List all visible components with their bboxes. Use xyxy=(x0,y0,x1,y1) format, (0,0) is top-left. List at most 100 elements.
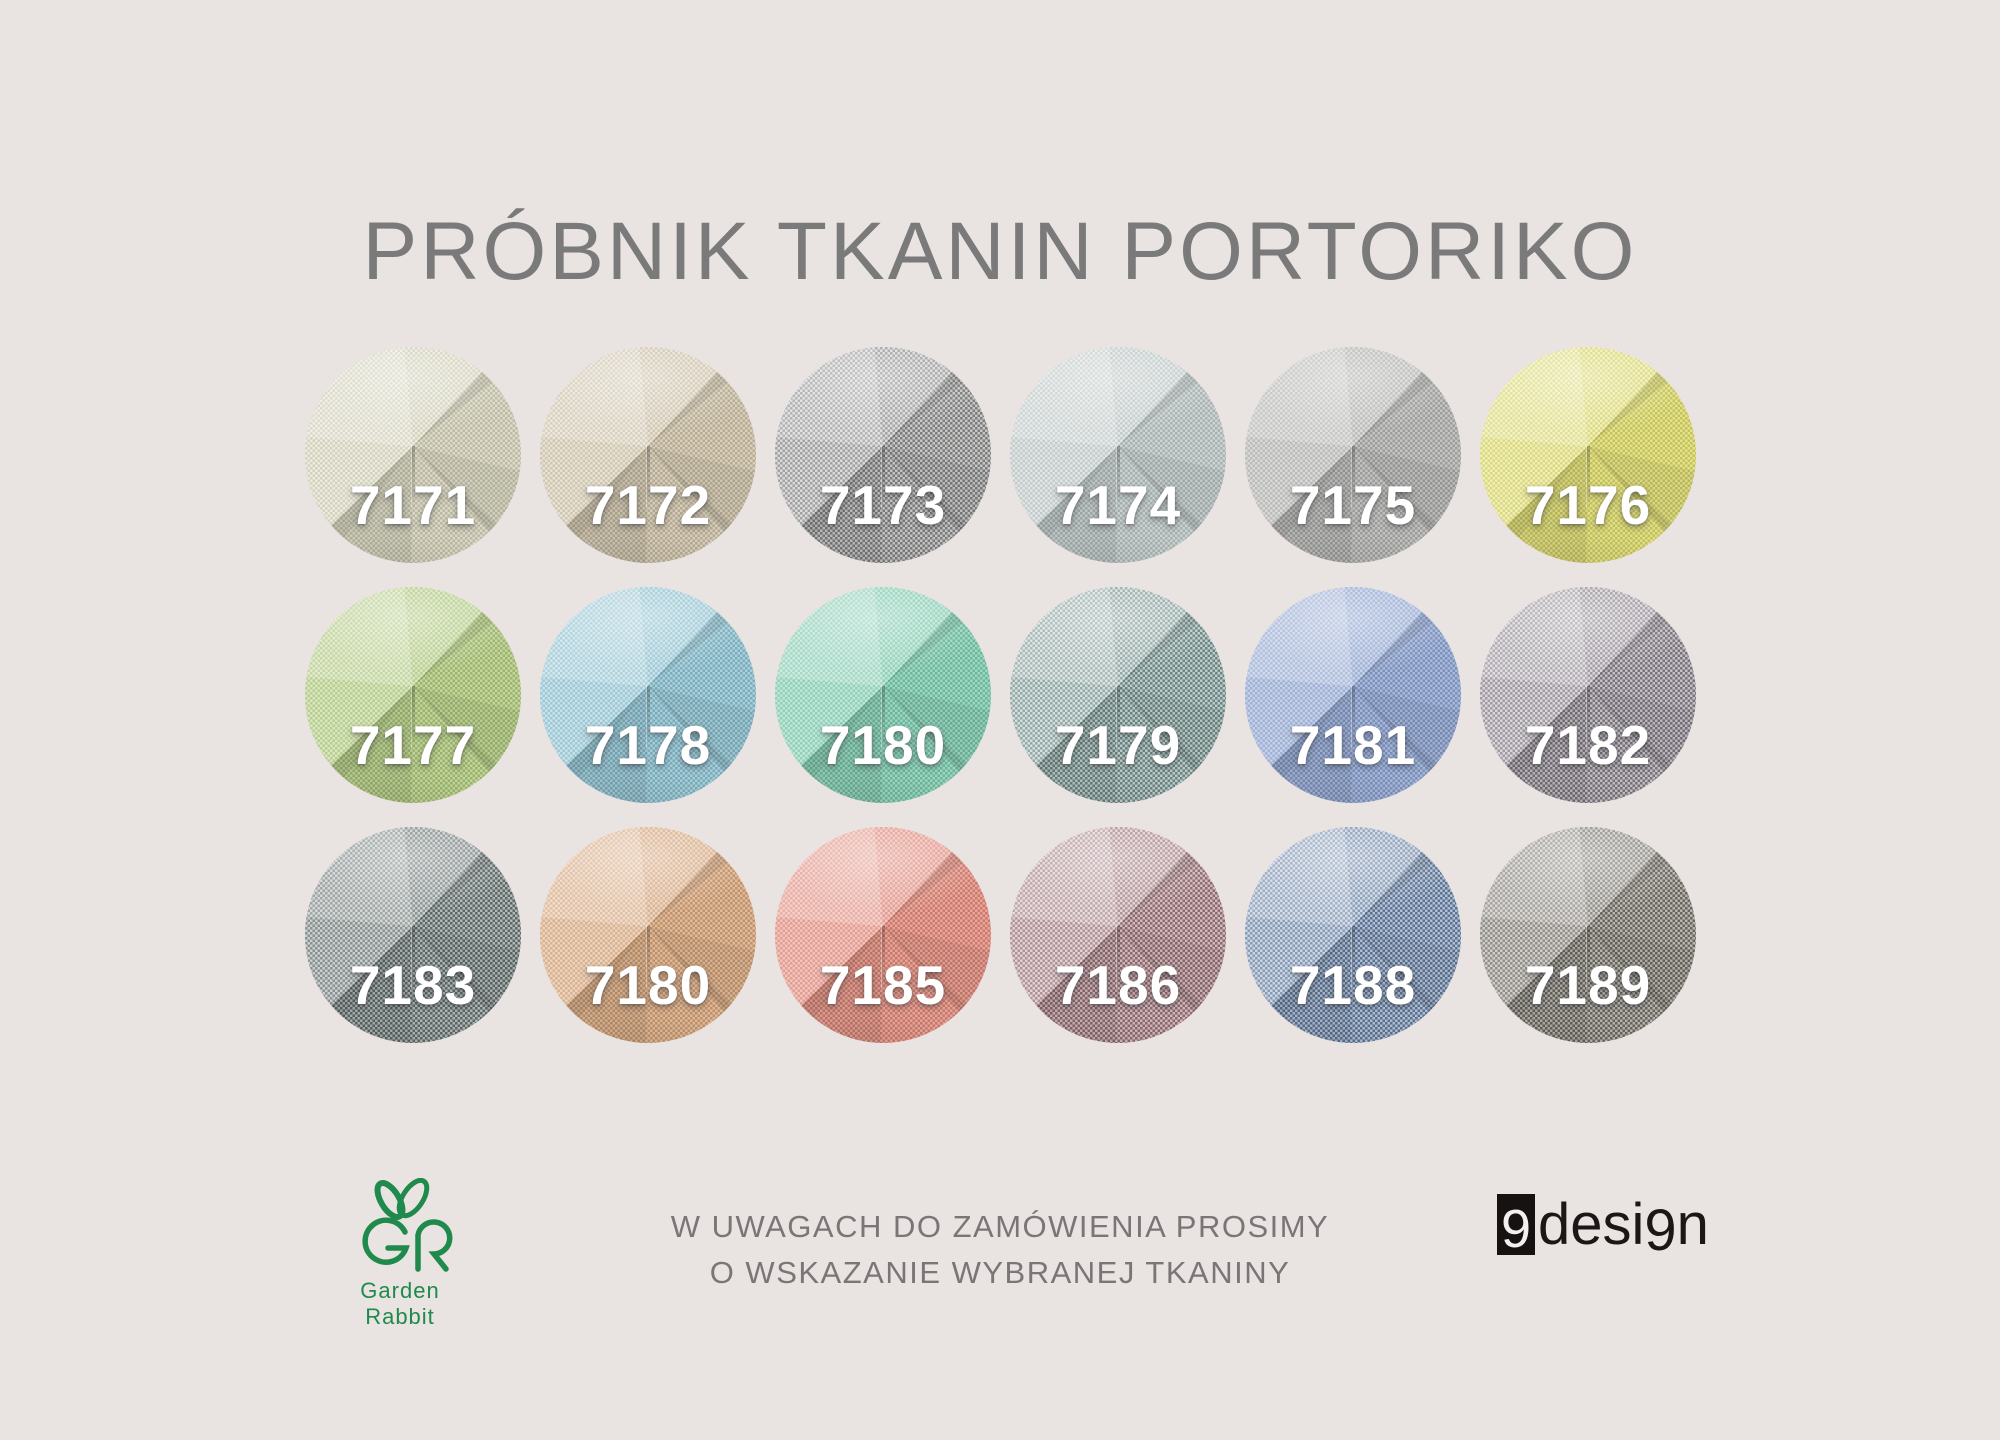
cushion-corner-shading xyxy=(1245,827,1461,1043)
fabric-swatch-7176: 7176 xyxy=(1480,347,1696,563)
swatch-grid: 7171 7172 7173 7174 7175 7176 7177 7178 xyxy=(305,347,1696,1043)
fabric-swatch-7172: 7172 xyxy=(540,347,756,563)
cushion-seam xyxy=(647,446,650,509)
fabric-weave-texture xyxy=(1480,827,1696,1043)
fabric-swatch-7174: 7174 xyxy=(1010,347,1226,563)
fabric-weave-texture xyxy=(305,587,521,803)
fabric-code-label: 7171 xyxy=(349,474,477,536)
fabric-weave-texture xyxy=(1010,347,1226,563)
garden-rabbit-monogram-icon xyxy=(362,1178,453,1272)
page-title: PRÓBNIK TKANIN PORTORIKO xyxy=(362,205,1638,297)
cushion-seam xyxy=(1352,686,1355,749)
ninedesign-logo-text: desi 9 n xyxy=(1538,1192,1709,1263)
cushion-corner-shading xyxy=(540,587,756,803)
cushion-seam xyxy=(647,686,650,749)
fabric-weave-texture xyxy=(540,827,756,1043)
cushion-seam xyxy=(1587,926,1590,989)
fabric-swatch-7183: 7183 xyxy=(305,827,521,1043)
fabric-code-label: 7188 xyxy=(1289,954,1417,1016)
ninedesign-box-digit: 9 xyxy=(1500,1199,1532,1260)
fabric-swatch-7173: 7173 xyxy=(775,347,991,563)
ninedesign-logo-box: 9 xyxy=(1497,1194,1535,1260)
ninedesign-stylized-g: 9 xyxy=(1644,1198,1677,1263)
cushion-corner-shading xyxy=(305,587,521,803)
cushion-seam xyxy=(647,926,650,989)
fabric-swatch-7181: 7181 xyxy=(1245,587,1461,803)
order-note-line2: O WSKAZANIE WYBRANEJ TKANINY xyxy=(709,1255,1291,1290)
fabric-weave-texture xyxy=(305,827,521,1043)
ninedesign-word-prefix: desi xyxy=(1538,1192,1645,1257)
cushion-seam xyxy=(1587,686,1590,749)
fabric-swatch-7185: 7185 xyxy=(775,827,991,1043)
cushion-seam xyxy=(1352,926,1355,989)
cushion-corner-shading xyxy=(1010,587,1226,803)
fabric-code-label: 7180 xyxy=(584,954,712,1016)
fabric-weave-texture xyxy=(1245,587,1461,803)
fabric-weave-texture xyxy=(305,347,521,563)
garden-rabbit-logo: Garden Rabbit xyxy=(330,1178,470,1330)
fabric-weave-texture xyxy=(1245,347,1461,563)
fabric-swatch-7189: 7189 xyxy=(1480,827,1696,1043)
ninedesign-logo: 9 desi 9 n xyxy=(1497,1192,1709,1263)
cushion-corner-shading xyxy=(1480,827,1696,1043)
cushion-corner-shading xyxy=(540,827,756,1043)
fabric-code-label: 7183 xyxy=(349,954,477,1016)
fabric-code-label: 7175 xyxy=(1289,474,1417,536)
cushion-seam xyxy=(882,926,885,989)
fabric-swatch-7180: 7180 xyxy=(775,587,991,803)
fabric-weave-texture xyxy=(775,827,991,1043)
cushion-seam xyxy=(1117,686,1120,749)
fabric-weave-texture xyxy=(1480,587,1696,803)
fabric-swatch-7188: 7188 xyxy=(1245,827,1461,1043)
fabric-swatch-7179: 7179 xyxy=(1010,587,1226,803)
cushion-corner-shading xyxy=(305,347,521,563)
cushion-seam xyxy=(1117,926,1120,989)
cushion-seam xyxy=(1117,446,1120,509)
fabric-swatch-7177: 7177 xyxy=(305,587,521,803)
fabric-code-label: 7178 xyxy=(584,714,712,776)
cushion-seam xyxy=(882,686,885,749)
cushion-seam xyxy=(882,446,885,509)
fabric-code-label: 7176 xyxy=(1524,474,1652,536)
fabric-code-label: 7186 xyxy=(1054,954,1182,1016)
order-note: W UWAGACH DO ZAMÓWIENIA PROSIMY O WSKAZA… xyxy=(0,1204,2000,1296)
fabric-weave-texture xyxy=(775,587,991,803)
fabric-weave-texture xyxy=(540,347,756,563)
cushion-corner-shading xyxy=(1010,347,1226,563)
garden-rabbit-logo-text: Garden Rabbit xyxy=(360,1278,440,1329)
order-note-line1: W UWAGACH DO ZAMÓWIENIA PROSIMY xyxy=(670,1209,1330,1244)
fabric-weave-texture xyxy=(1480,347,1696,563)
cushion-corner-shading xyxy=(540,347,756,563)
fabric-weave-texture xyxy=(1010,587,1226,803)
fabric-code-label: 7179 xyxy=(1054,714,1182,776)
cushion-corner-shading xyxy=(775,347,991,563)
fabric-code-label: 7182 xyxy=(1524,714,1652,776)
fabric-code-label: 7180 xyxy=(819,714,947,776)
ninedesign-word-suffix: n xyxy=(1676,1192,1709,1257)
fabric-code-label: 7189 xyxy=(1524,954,1652,1016)
fabric-code-label: 7185 xyxy=(819,954,947,1016)
fabric-weave-texture xyxy=(540,587,756,803)
cushion-corner-shading xyxy=(1010,827,1226,1043)
cushion-seam xyxy=(1352,446,1355,509)
fabric-weave-texture xyxy=(1010,827,1226,1043)
cushion-corner-shading xyxy=(775,587,991,803)
fabric-swatch-7175: 7175 xyxy=(1245,347,1461,563)
fabric-code-label: 7174 xyxy=(1054,474,1182,536)
cushion-corner-shading xyxy=(1245,587,1461,803)
fabric-swatch-7186: 7186 xyxy=(1010,827,1226,1043)
fabric-swatch-7180: 7180 xyxy=(540,827,756,1043)
fabric-weave-texture xyxy=(775,347,991,563)
fabric-swatch-7178: 7178 xyxy=(540,587,756,803)
fabric-weave-texture xyxy=(1245,827,1461,1043)
cushion-corner-shading xyxy=(1245,347,1461,563)
fabric-swatch-7182: 7182 xyxy=(1480,587,1696,803)
cushion-seam xyxy=(412,446,415,509)
cushion-corner-shading xyxy=(305,827,521,1043)
fabric-swatch-7171: 7171 xyxy=(305,347,521,563)
fabric-code-label: 7172 xyxy=(584,474,712,536)
cushion-seam xyxy=(1587,446,1590,509)
cushion-seam xyxy=(412,686,415,749)
cushion-seam xyxy=(412,926,415,989)
cushion-corner-shading xyxy=(1480,347,1696,563)
